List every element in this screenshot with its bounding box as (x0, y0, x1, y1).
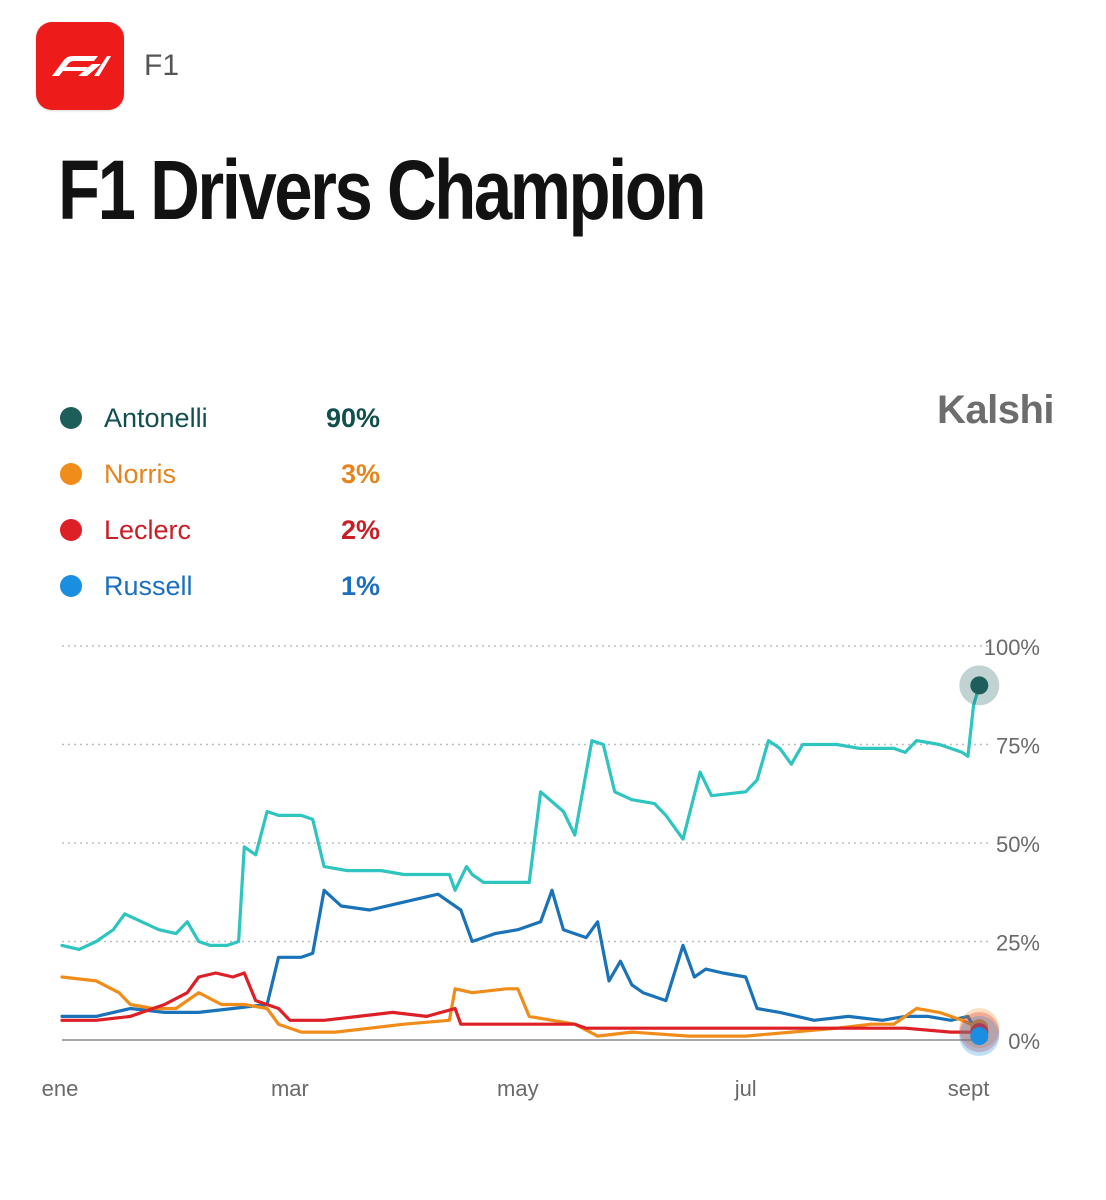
y-tick-label: 100% (984, 635, 1040, 660)
f1-logo-icon[interactable] (36, 22, 124, 110)
legend-item-norris[interactable]: Norris 3% (60, 446, 380, 502)
page-title: F1 Drivers Champion (58, 143, 707, 237)
legend-dot (60, 463, 82, 485)
legend-name: Leclerc (104, 514, 192, 545)
legend-value: 90% (325, 402, 380, 433)
chart-legend: Antonelli 90% Norris 3% Leclerc 2% Russe… (60, 390, 380, 614)
series-line-antonelli (60, 683, 981, 951)
legend-item-russell[interactable]: Russell 1% (60, 558, 380, 614)
legend-dot (60, 519, 82, 541)
y-tick-label: 75% (996, 734, 1040, 759)
legend-item-antonelli[interactable]: Antonelli 90% (60, 390, 380, 446)
end-marker-russell (970, 1027, 989, 1046)
legend-dot (60, 407, 82, 429)
series-line-leclerc (60, 971, 981, 1034)
series-line-russell (60, 888, 981, 1038)
x-tick-label: mar (271, 1076, 309, 1101)
legend-name: Antonelli (104, 402, 208, 433)
app-name: F1 (144, 49, 180, 82)
y-tick-label: 50% (996, 832, 1040, 857)
legend-dot (60, 575, 82, 597)
legend-value: 2% (340, 514, 380, 545)
legend-item-leclerc[interactable]: Leclerc 2% (60, 502, 380, 558)
x-tick-label: jul (734, 1076, 757, 1101)
x-tick-label: ene (42, 1076, 79, 1101)
legend-name: Norris (104, 458, 176, 489)
end-marker-antonelli (970, 676, 989, 695)
app-header: F1 (36, 22, 179, 110)
y-tick-label: 0% (1008, 1029, 1040, 1054)
legend-name: Russell (104, 570, 193, 601)
x-tick-label: may (497, 1076, 539, 1101)
line-chart: 100% 75% 50% 25% 0% ene mar may jul sept (42, 635, 1040, 1101)
brand-label: Kalshi (936, 388, 1055, 432)
f1-logo-mark (52, 56, 111, 76)
legend-value: 3% (340, 458, 380, 489)
x-tick-label: sept (948, 1076, 990, 1101)
legend-value: 1% (340, 570, 380, 601)
y-tick-label: 25% (996, 931, 1040, 956)
